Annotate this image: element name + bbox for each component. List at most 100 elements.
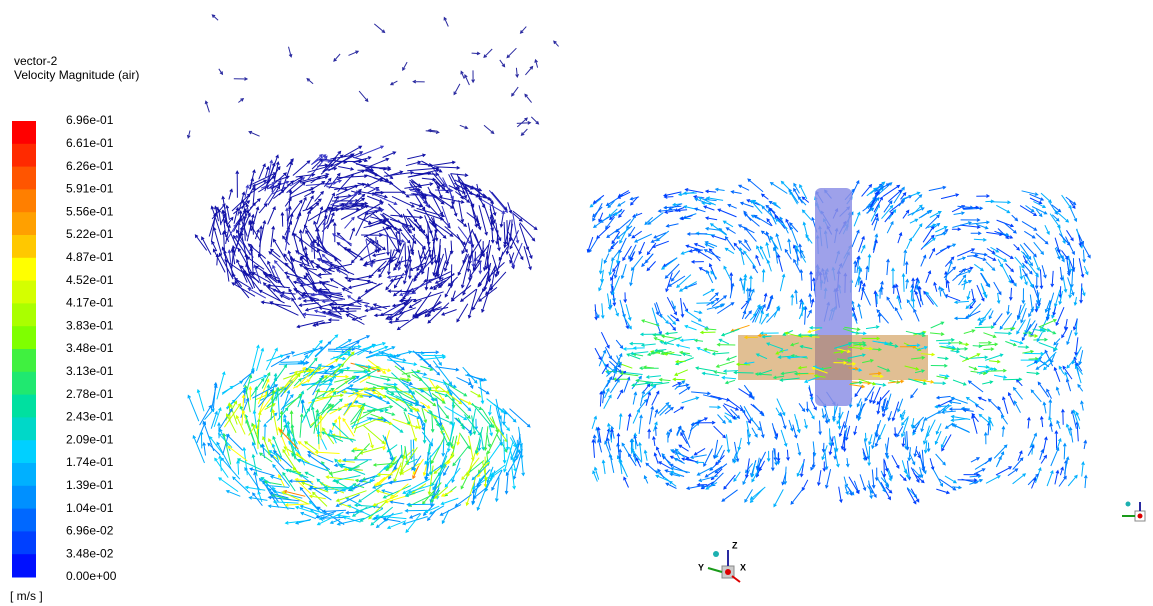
arrow (975, 326, 994, 329)
colorbar-label: 4.52e-01 (66, 273, 114, 287)
colorbar-segment (12, 121, 36, 144)
arrow (973, 345, 982, 348)
arrow (679, 445, 689, 451)
arrow (964, 330, 975, 334)
arrow (967, 398, 979, 406)
arrow (722, 376, 736, 379)
arrow (387, 360, 416, 366)
arrow (444, 18, 448, 27)
arrow (1069, 286, 1072, 298)
arrow (921, 235, 934, 249)
arrow (632, 256, 643, 270)
arrow (249, 131, 260, 136)
arrow (774, 246, 777, 264)
arrow (350, 228, 355, 240)
arrow (274, 239, 287, 261)
arrow (724, 221, 734, 227)
arrow (391, 81, 398, 85)
arrow (1063, 444, 1066, 460)
arrow (481, 433, 485, 450)
arrow (967, 254, 978, 257)
arrow (665, 211, 674, 214)
arrow (374, 24, 384, 33)
arrow (695, 339, 703, 342)
arrow (984, 433, 987, 445)
arrow (1075, 337, 1078, 355)
arrow (1056, 307, 1064, 325)
arrow (1003, 378, 1022, 381)
arrow (839, 487, 843, 502)
arrow (531, 117, 538, 124)
arrow (1022, 221, 1037, 230)
colorbar-segment (12, 212, 36, 235)
arrow (634, 347, 645, 350)
arrow (614, 261, 619, 277)
arrow (691, 392, 710, 395)
arrow (458, 418, 464, 429)
arrow (389, 320, 408, 323)
arrow (692, 418, 707, 425)
arrow (852, 332, 866, 335)
arrow (952, 424, 970, 433)
arrow (957, 257, 965, 260)
arrow (739, 225, 755, 233)
colorbar-segment (12, 440, 36, 463)
arrow (370, 394, 390, 404)
arrow (858, 304, 862, 318)
arrow (971, 232, 981, 235)
arrow (319, 307, 332, 311)
arrow (262, 301, 291, 307)
arrow (875, 435, 879, 446)
arrow (1057, 421, 1060, 429)
arrow (461, 71, 464, 78)
arrow (666, 332, 678, 335)
impeller (738, 335, 928, 380)
arrow (513, 449, 522, 479)
arrow (1063, 275, 1067, 292)
arrow (303, 313, 326, 317)
arrow (989, 399, 1000, 410)
arrow (265, 484, 289, 487)
arrow (694, 448, 705, 454)
arrow (484, 49, 492, 57)
arrow (368, 433, 373, 448)
arrow (929, 186, 946, 190)
arrow (895, 308, 902, 320)
arrow (722, 329, 739, 336)
arrow (1044, 352, 1057, 365)
arrow (912, 299, 915, 308)
arrow (405, 509, 428, 512)
arrow (982, 381, 992, 384)
arrow (1055, 471, 1059, 485)
arrow (1066, 379, 1070, 391)
arrow (707, 299, 719, 306)
arrow (671, 467, 690, 472)
arrow (1028, 277, 1033, 288)
arrow (685, 189, 703, 193)
arrow (774, 448, 778, 465)
colorbar-segment (12, 189, 36, 212)
arrow (457, 434, 460, 445)
arrow (193, 436, 204, 463)
arrow (286, 504, 310, 507)
arrow (247, 203, 255, 213)
arrow (299, 303, 318, 307)
arrow (513, 212, 519, 243)
arrow (795, 290, 798, 304)
arrow (472, 52, 480, 55)
arrow (983, 333, 995, 338)
arrow (719, 229, 726, 235)
arrow (229, 189, 233, 199)
arrow (281, 213, 284, 227)
arrow (1036, 233, 1048, 243)
arrow (854, 426, 857, 435)
arrow (286, 469, 308, 477)
arrow (373, 253, 386, 257)
arrow (345, 217, 355, 228)
colorbar-segment (12, 395, 36, 418)
arrow (406, 293, 416, 296)
arrow (666, 273, 673, 292)
arrow (913, 417, 924, 428)
colorbar-label: 3.48e-02 (66, 546, 114, 560)
arrow (734, 243, 744, 254)
